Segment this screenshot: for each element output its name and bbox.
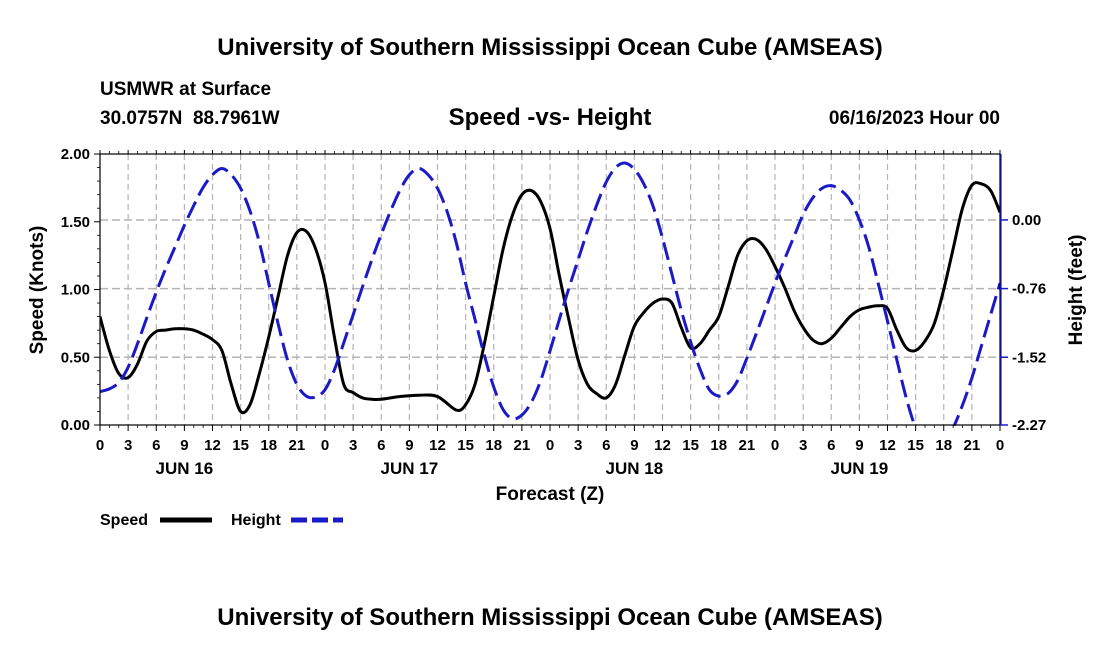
y-tick-label: 0.50: [61, 349, 90, 366]
x-tick-label: 9: [630, 437, 638, 454]
x-tick-label: 6: [377, 437, 385, 454]
series-layer: [100, 161, 1000, 426]
y-tick-label: 0.00: [61, 417, 90, 434]
y-axis-title: Speed (Knots): [27, 226, 48, 355]
legend-speed-label: Speed: [100, 512, 148, 529]
main-title: University of Southern Mississippi Ocean…: [217, 34, 882, 61]
y-tick-label: 2.00: [61, 146, 90, 163]
axes: 0 3 6 9 12 15 18 21 0 3 6 9 12 15 18 21 0 3 6 9 12 15 18 21 0 3 6 9…: [61, 146, 1046, 478]
x-tick-label: 12: [204, 437, 221, 454]
x-tick-label: 12: [654, 437, 671, 454]
x-tick-label: 0: [96, 437, 104, 454]
x-tick-label: 0: [996, 437, 1004, 454]
day-label: JUN 19: [831, 459, 889, 478]
x-tick-label: 3: [799, 437, 807, 454]
legend-height-label: Height: [231, 512, 281, 529]
x-tick-label: 3: [574, 437, 582, 454]
day-label: JUN 18: [606, 459, 664, 478]
forecast-datetime: 06/16/2023 Hour 00: [829, 108, 1000, 129]
legend: Speed Height: [100, 512, 343, 529]
y2-tick-label: -1.52: [1012, 349, 1046, 366]
x-tick-label: 3: [349, 437, 357, 454]
x-tick-label: 21: [964, 437, 981, 454]
speed-series-line: [100, 181, 1000, 415]
x-tick-label: 0: [546, 437, 554, 454]
x-tick-label: 15: [232, 437, 249, 454]
x-tick-label: 15: [907, 437, 924, 454]
x-tick-label: 9: [405, 437, 413, 454]
x-tick-label: 15: [457, 437, 474, 454]
y-tick-label: 1.50: [61, 214, 90, 231]
y2-tick-label: -0.76: [1012, 281, 1046, 298]
grid: [100, 154, 1000, 425]
y2-tick-label: 0.00: [1012, 212, 1041, 229]
day-label: JUN 17: [381, 459, 439, 478]
x-axis-title: Forecast (Z): [496, 484, 605, 505]
x-tick-label: 21: [289, 437, 306, 454]
x-tick-label: 3: [124, 437, 132, 454]
x-tick-label: 12: [879, 437, 896, 454]
x-tick-label: 0: [771, 437, 779, 454]
y2-axis-title: Height (feet): [1066, 235, 1087, 346]
coordinates-label: 30.0757N 88.7961W: [100, 108, 280, 129]
x-tick-label: 9: [855, 437, 863, 454]
x-tick-label: 6: [152, 437, 160, 454]
x-tick-label: 18: [260, 437, 277, 454]
x-tick-label: 21: [514, 437, 531, 454]
x-tick-label: 6: [827, 437, 835, 454]
x-tick-label: 21: [739, 437, 756, 454]
height-series-line: [100, 161, 1000, 426]
x-tick-label: 0: [321, 437, 329, 454]
day-label: JUN 16: [156, 459, 214, 478]
y-tick-label: 1.00: [61, 282, 90, 299]
x-tick-label: 6: [602, 437, 610, 454]
y2-tick-label: -2.27: [1012, 417, 1046, 434]
x-tick-label: 18: [710, 437, 727, 454]
station-label: USMWR at Surface: [100, 79, 271, 100]
x-tick-label: 18: [935, 437, 952, 454]
x-tick-label: 9: [180, 437, 188, 454]
footer-title: University of Southern Mississippi Ocean…: [217, 604, 882, 631]
x-tick-label: 15: [682, 437, 699, 454]
x-tick-label: 12: [429, 437, 446, 454]
x-tick-label: 18: [485, 437, 502, 454]
chart-title: Speed -vs- Height: [449, 104, 652, 131]
